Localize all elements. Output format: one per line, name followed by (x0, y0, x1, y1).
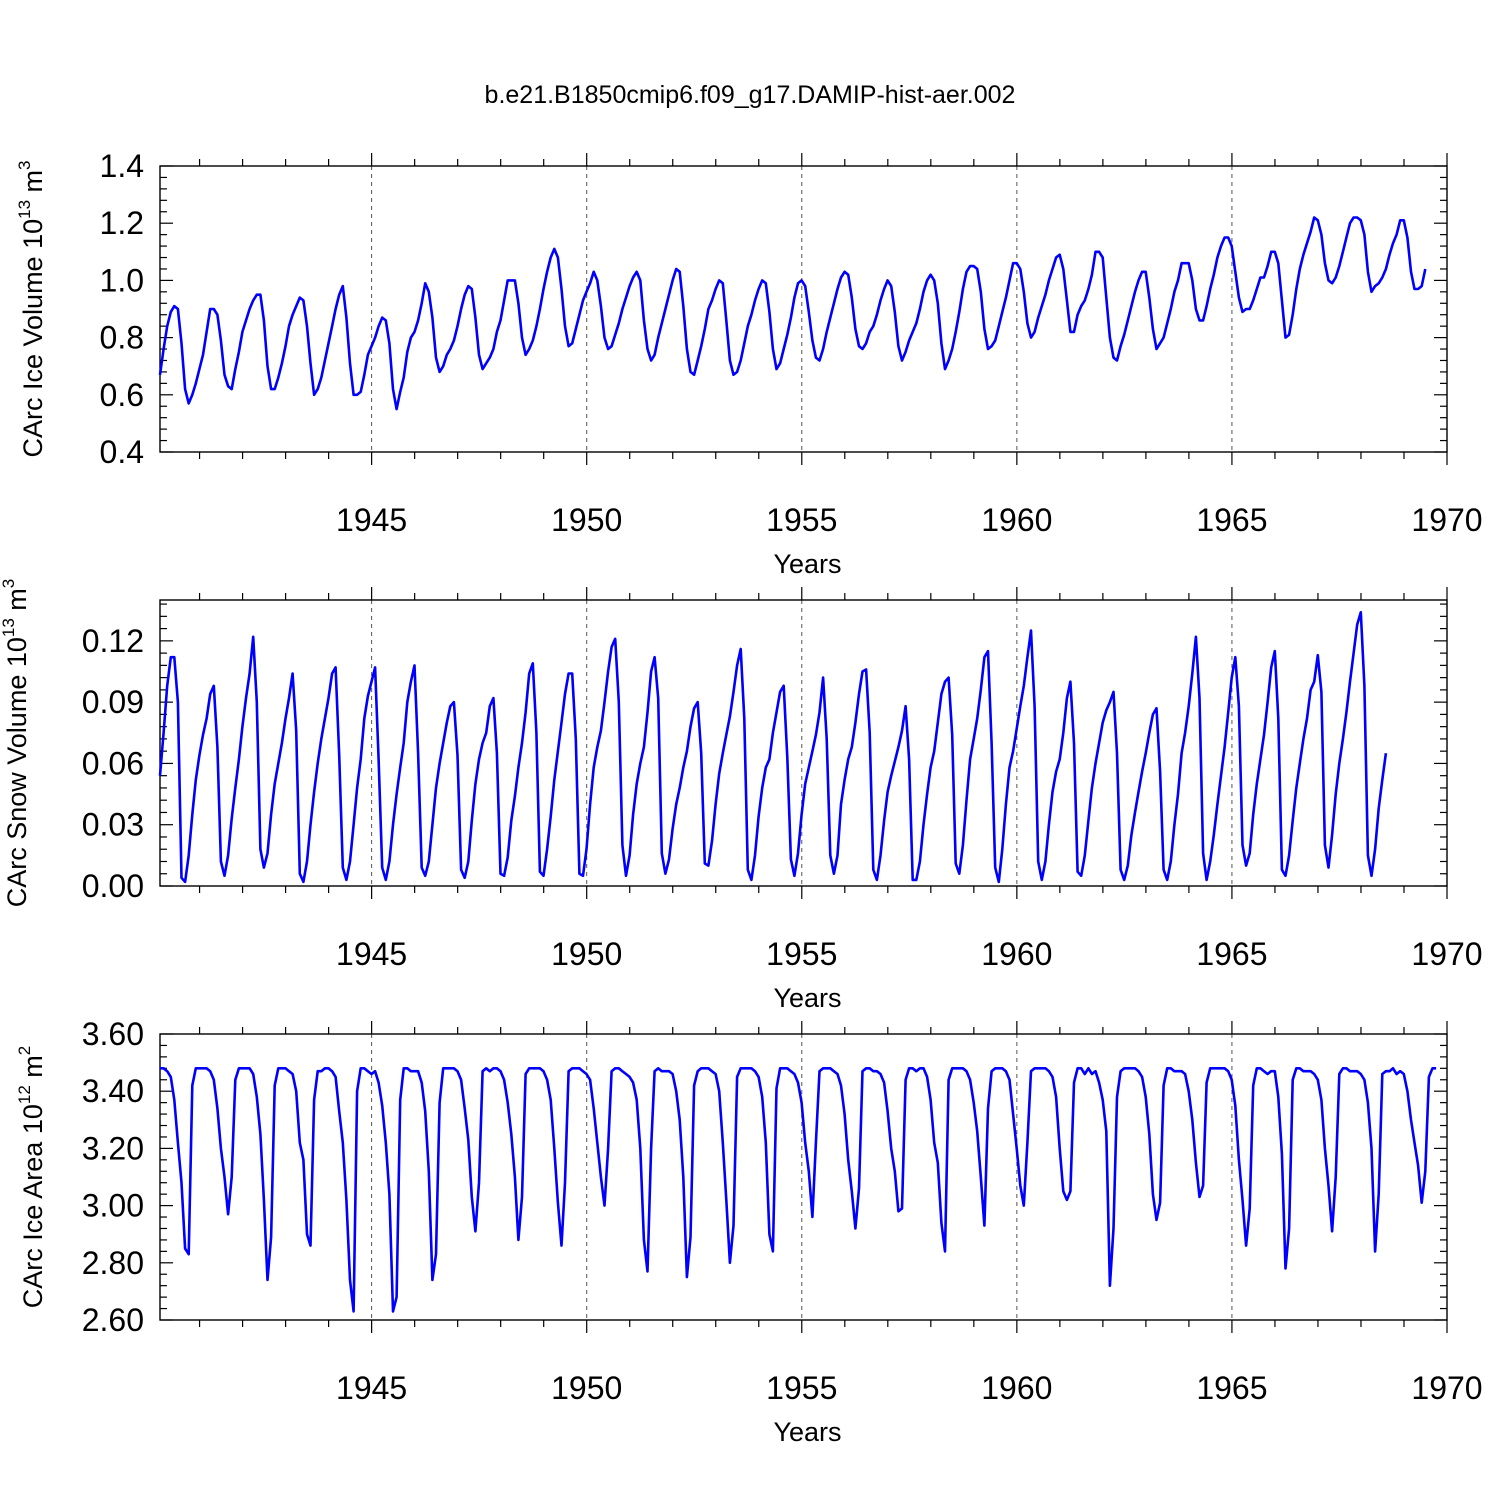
ice-area-series-line (160, 1067, 1437, 1313)
snow-volume-panel: 0.00 0.03 0.06 0.09 0.12 1945 1950 1955 1960 1965… (0, 579, 1483, 1013)
snow-volume-frame (159, 599, 1448, 887)
ice-volume-panel: 0.4 0.6 0.8 1.0 1.2 1.4 1945 1950 1955 1960 1965 19… (15, 148, 1483, 579)
ice-area-panel: 2.60 2.80 3.00 3.20 3.40 3.60 1945 1950 1955 1960… (15, 1016, 1483, 1447)
ice-volume-x-tick-label: 1950 (551, 502, 622, 538)
snow-volume-y-tick-label: 0.06 (82, 745, 144, 781)
snow-volume-y-tick-label: 0.00 (82, 868, 144, 904)
ice-volume-y-tick-label: 1.0 (100, 262, 144, 298)
ice-area-y-tick-label: 3.20 (82, 1130, 144, 1166)
ice-area-x-tick-label: 1955 (766, 1370, 837, 1406)
snow-volume-x-axis-label: Years (773, 983, 841, 1013)
ice-area-x-tick-label: 1960 (981, 1370, 1052, 1406)
ice-area-y-tick-label: 2.60 (82, 1302, 144, 1338)
snow-volume-x-tick-label: 1945 (336, 936, 407, 972)
ice-volume-y-tick-label: 0.6 (100, 377, 144, 413)
ice-volume-x-tick-label: 1965 (1196, 502, 1267, 538)
snow-volume-series-line (158, 610, 1388, 884)
ice-area-x-tick-label: 1950 (551, 1370, 622, 1406)
snow-volume-x-tick-label: 1950 (551, 936, 622, 972)
ice-volume-x-tick-label: 1960 (981, 502, 1052, 538)
ice-area-x-tick-label: 1965 (1196, 1370, 1267, 1406)
chart-title: b.e21.B1850cmip6.f09_g17.DAMIP-hist-aer.… (485, 81, 1016, 109)
snow-volume-x-tick-label: 1960 (981, 936, 1052, 972)
ice-area-y-tick-label: 2.80 (82, 1245, 144, 1281)
snow-volume-y-axis-label: CArc Snow Volume 1013 m3 (0, 579, 32, 908)
ice-area-y-tick-label: 3.40 (82, 1073, 144, 1109)
ice-volume-y-tick-label: 1.2 (100, 205, 144, 241)
ice-volume-x-tick-label: 1970 (1411, 502, 1482, 538)
ice-area-frame (159, 1033, 1448, 1321)
snow-volume-x-tick-label: 1965 (1196, 936, 1267, 972)
ice-volume-y-tick-label: 0.4 (100, 434, 144, 470)
ice-volume-x-axis-label: Years (773, 549, 841, 579)
ice-volume-y-tick-label: 1.4 (100, 148, 144, 184)
ice-volume-frame (159, 165, 1448, 453)
ice-volume-x-tick-label: 1945 (336, 502, 407, 538)
ice-area-y-tick-label: 3.60 (82, 1016, 144, 1052)
ice-volume-y-tick-label: 0.8 (100, 320, 144, 356)
ice-area-y-axis-label: CArc Ice Area 1012 m2 (15, 1046, 48, 1309)
ice-area-x-tick-label: 1945 (336, 1370, 407, 1406)
ice-area-x-tick-label: 1970 (1411, 1370, 1482, 1406)
snow-volume-y-tick-label: 0.09 (82, 684, 144, 720)
snow-volume-y-tick-label: 0.03 (82, 807, 144, 843)
snow-volume-x-tick-label: 1955 (766, 936, 837, 972)
snow-volume-y-tick-label: 0.12 (82, 623, 144, 659)
snow-volume-x-tick-label: 1970 (1411, 936, 1482, 972)
ice-area-x-axis-label: Years (773, 1417, 841, 1447)
ice-volume-x-tick-label: 1955 (766, 502, 837, 538)
ice-volume-series-line (158, 216, 1427, 411)
ice-area-y-tick-label: 3.00 (82, 1188, 144, 1224)
ice-volume-y-axis-label: CArc Ice Volume 1013 m3 (15, 160, 48, 457)
